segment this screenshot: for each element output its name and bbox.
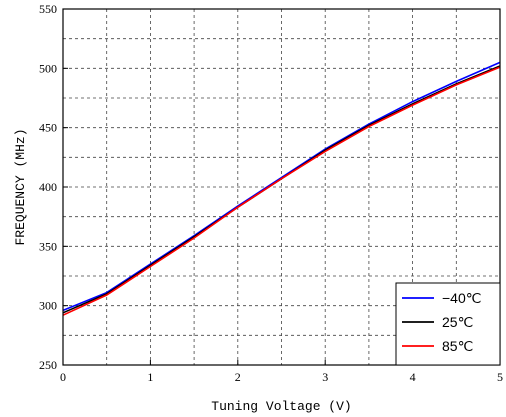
y-tick-label: 400 (39, 180, 57, 194)
y-tick-label: 450 (39, 121, 57, 135)
x-tick-label: 4 (410, 370, 416, 384)
x-tick-label: 1 (147, 370, 153, 384)
legend: −40℃ 25℃ 85℃ (395, 282, 501, 366)
x-tick-label: 5 (497, 370, 503, 384)
legend-box (395, 282, 501, 366)
x-tick-label: 0 (60, 370, 66, 384)
y-tick-label: 300 (39, 299, 57, 313)
legend-label-0: −40℃ (442, 290, 481, 306)
x-axis-title: Tuning Voltage (V) (211, 399, 351, 414)
x-tick-labels: 0 1 2 3 4 5 (60, 370, 503, 384)
y-tick-label: 250 (39, 358, 57, 372)
x-tick-label: 2 (235, 370, 241, 384)
y-tick-labels: 250 300 350 400 450 500 550 (39, 2, 57, 372)
legend-label-1: 25℃ (442, 314, 473, 330)
series-line-2 (62, 66, 501, 316)
y-axis-title: FREQUENCY (MHz) (13, 128, 28, 245)
legend-label-2: 85℃ (442, 338, 473, 354)
series-line-0 (62, 61, 501, 312)
x-tick-label: 3 (322, 370, 328, 384)
y-tick-label: 350 (39, 239, 57, 253)
y-tick-label: 550 (39, 2, 57, 16)
series-lines (62, 61, 501, 316)
y-tick-label: 500 (39, 61, 57, 75)
